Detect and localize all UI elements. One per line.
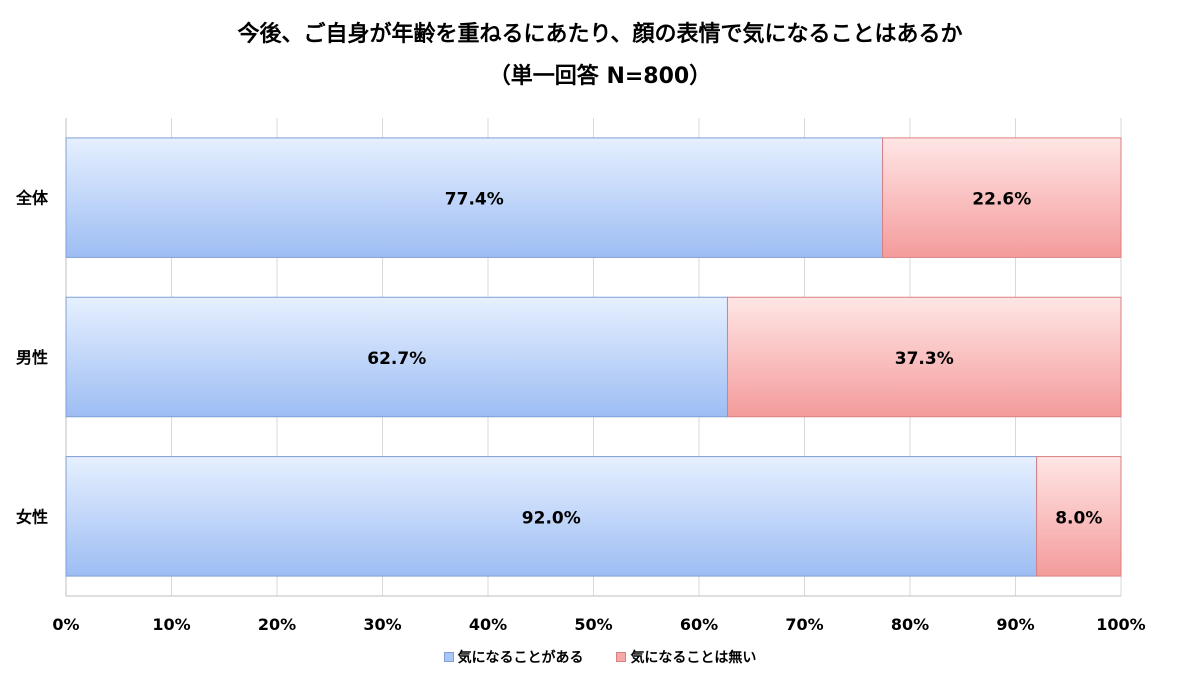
- legend: 気になることがある 気になることは無い: [0, 647, 1200, 667]
- legend-label-2: 気になることは無い: [630, 650, 757, 666]
- data-label: 22.6%: [972, 190, 1031, 210]
- x-tick-label: 10%: [152, 615, 190, 634]
- x-tick-label: 70%: [785, 615, 823, 634]
- category-label: 女性: [16, 507, 48, 526]
- legend-swatch-1: [443, 652, 454, 662]
- x-tick-label: 50%: [574, 615, 612, 634]
- bar-segment: [65, 137, 884, 258]
- category-label: 男性: [16, 348, 48, 367]
- x-tick-label: 20%: [258, 615, 296, 634]
- x-tick-label: 80%: [891, 615, 929, 634]
- data-label: 37.3%: [895, 349, 954, 369]
- x-tick-label: 40%: [469, 615, 507, 634]
- bar-segment: [882, 137, 1122, 258]
- bar-segment: [65, 456, 1038, 577]
- data-label: 77.4%: [445, 190, 504, 210]
- x-tick-label: 0%: [52, 615, 79, 634]
- x-tick-label: 100%: [1096, 615, 1145, 634]
- chart-subtitle: （単一回答 N=800）: [488, 64, 712, 89]
- x-tick-label: 30%: [363, 615, 401, 634]
- legend-label-1: 気になることがある: [457, 650, 584, 666]
- legend-swatch-2: [616, 652, 627, 662]
- data-label: 8.0%: [1055, 508, 1102, 528]
- labels: 0% 10% 20% 30% 40% 50% 60% 70% 80% 90% 100% 全体 77.4%…: [15, 189, 1146, 634]
- bar-segment: [1036, 456, 1122, 577]
- category-label: 全体: [15, 189, 49, 208]
- x-tick-label: 60%: [680, 615, 718, 634]
- legend-item-2: 気になることは無い: [616, 647, 756, 667]
- legend-item-1: 気になることがある: [443, 647, 584, 667]
- x-tick-label: 90%: [996, 615, 1034, 634]
- data-label: 62.7%: [367, 349, 426, 369]
- chart-title: 今後、ご自身が年齢を重ねるにあたり、顔の表情で気になることはあるか: [237, 22, 963, 47]
- bars: [65, 137, 1122, 577]
- bar-segment: [726, 296, 1122, 418]
- bar-segment: [65, 296, 728, 418]
- data-label: 92.0%: [522, 508, 581, 528]
